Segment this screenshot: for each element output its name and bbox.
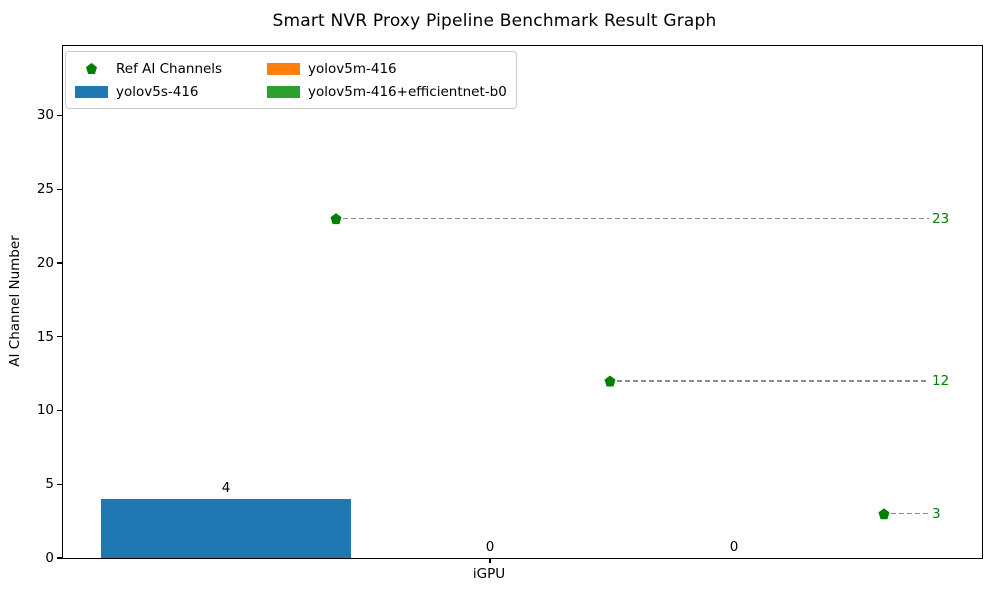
x-tick-mark [489, 558, 491, 563]
y-tick-mark [57, 409, 62, 412]
legend: Ref AI Channels yolov5m-416 yolov5s-416 yol… [65, 51, 517, 109]
y-tick-label: 10 [36, 402, 54, 419]
ref-value-label: 12 [932, 372, 950, 389]
bar-yolov5s-416 [101, 498, 351, 558]
y-tick-label: 20 [36, 254, 54, 271]
ref-value-label: 3 [932, 505, 941, 522]
y-tick-label: 15 [36, 328, 54, 345]
legend-item-yolov5s-416: yolov5s-416 [75, 84, 267, 100]
y-tick-mark [57, 114, 62, 117]
y-tick-mark [57, 262, 62, 264]
color-swatch-icon [267, 85, 300, 98]
legend-label: Ref AI Channels [116, 60, 223, 77]
ref-marker-pentagon-icon [878, 508, 890, 520]
plot-area: 0 5 10 15 20 25 30 4 0 0 23 12 3 [37, 45, 983, 566]
pentagon-marker-icon [86, 63, 97, 74]
y-tick-label: 0 [45, 550, 54, 566]
y-tick-mark [57, 336, 62, 338]
x-tick-label: iGPU [472, 566, 506, 582]
legend-handle [75, 85, 108, 98]
ref-dashed-line [617, 380, 929, 382]
legend-label: yolov5m-416+efficientnet-b0 [308, 83, 507, 100]
ref-marker-pentagon-icon [330, 213, 342, 225]
y-tick-label: 30 [36, 107, 54, 124]
ref-dashed-line [343, 217, 929, 220]
y-tick-mark [57, 188, 62, 190]
ref-dashed-line [891, 512, 929, 515]
color-swatch-icon [75, 85, 108, 98]
legend-item-ref-ai-channels: Ref AI Channels [75, 61, 267, 77]
legend-handle [75, 63, 108, 74]
bar-value-label: 0 [729, 539, 739, 555]
legend-handle [267, 85, 300, 98]
legend-handle [267, 62, 300, 75]
bar-value-label: 4 [221, 479, 231, 496]
ref-value-label: 23 [932, 210, 950, 227]
legend-item-yolov5m-416: yolov5m-416 [267, 61, 507, 77]
chart-title: Smart NVR Proxy Pipeline Benchmark Resul… [272, 11, 717, 31]
y-tick-label: 5 [45, 476, 54, 493]
legend-item-yolov5m-416-efficientnet-b0: yolov5m-416+efficientnet-b0 [267, 84, 507, 100]
bar-value-label: 0 [485, 539, 495, 555]
y-tick-label: 25 [36, 181, 54, 198]
legend-label: yolov5m-416 [308, 60, 397, 77]
color-swatch-icon [267, 62, 300, 75]
y-tick-mark [57, 557, 62, 559]
legend-label: yolov5s-416 [116, 83, 199, 100]
ref-marker-pentagon-icon [604, 375, 616, 387]
y-tick-mark [57, 483, 62, 485]
